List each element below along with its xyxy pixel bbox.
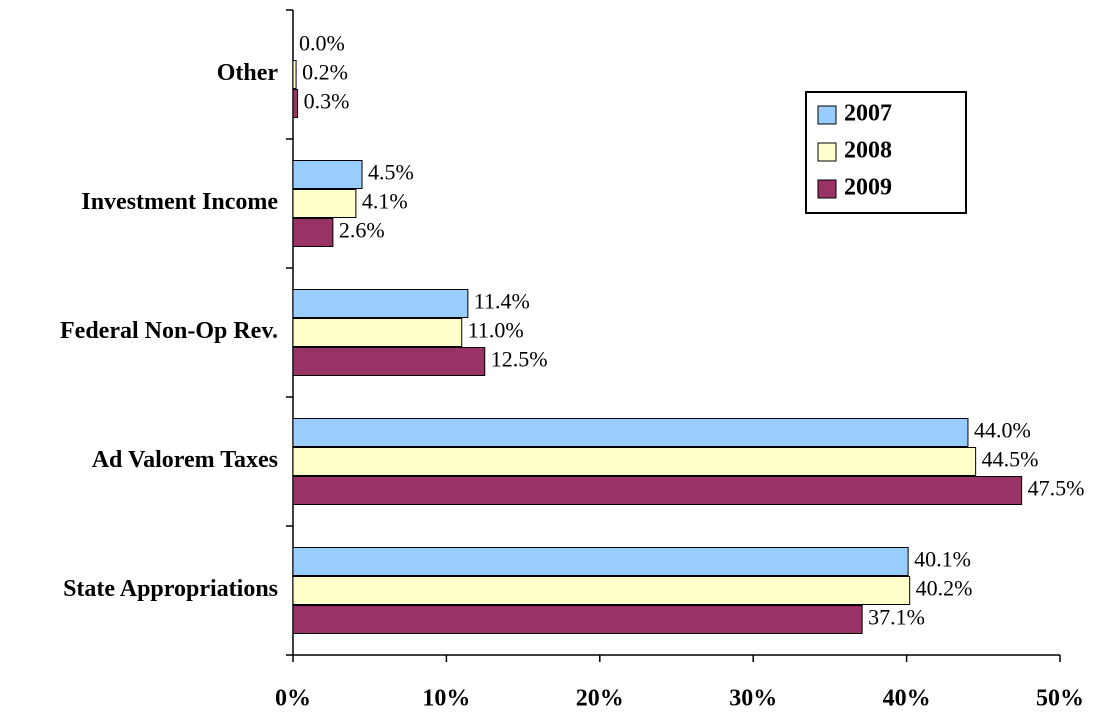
x-tick-label: 20% [576,686,624,712]
bar [292,447,977,476]
bar [292,89,299,118]
value-label: 40.1% [914,547,971,572]
x-tick-label: 10% [422,686,470,712]
y-tick-label: Ad Valorem Taxes [92,447,278,473]
bar [292,218,334,247]
bar [292,347,486,376]
value-label: 4.5% [368,160,414,185]
legend-label: 2009 [844,175,892,201]
value-label: 37.1% [868,605,925,630]
bar [292,418,969,447]
legend-swatch [817,142,837,162]
bar [292,476,1023,505]
x-tick-label: 40% [883,686,931,712]
bar [292,576,911,605]
bar [292,60,297,89]
bar [292,605,863,634]
bar [292,318,463,347]
bar [292,289,469,318]
value-label: 0.3% [304,89,350,114]
y-tick-label: State Appropriations [63,576,278,602]
value-label: 2.6% [339,218,385,243]
value-label: 44.0% [974,418,1031,443]
value-label: 12.5% [491,347,548,372]
value-label: 0.0% [299,31,345,56]
y-tick-label: Federal Non-Op Rev. [60,318,278,344]
value-label: 40.2% [916,576,973,601]
bar [292,189,357,218]
bar [292,547,909,576]
y-tick-label: Other [217,60,279,86]
value-label: 11.4% [474,289,530,314]
legend-label: 2008 [844,138,892,164]
value-label: 0.2% [302,60,348,85]
y-tick-label: Investment Income [81,189,278,215]
legend-swatch [817,179,837,199]
x-tick-label: 30% [729,686,777,712]
bar [292,160,363,189]
value-label: 44.5% [982,447,1039,472]
value-label: 11.0% [468,318,524,343]
legend-swatch [817,105,837,125]
value-label: 4.1% [362,189,408,214]
x-tick-label: 50% [1036,686,1084,712]
x-tick-label: 0% [275,686,311,712]
legend-label: 2007 [844,101,892,127]
value-label: 47.5% [1028,476,1085,501]
